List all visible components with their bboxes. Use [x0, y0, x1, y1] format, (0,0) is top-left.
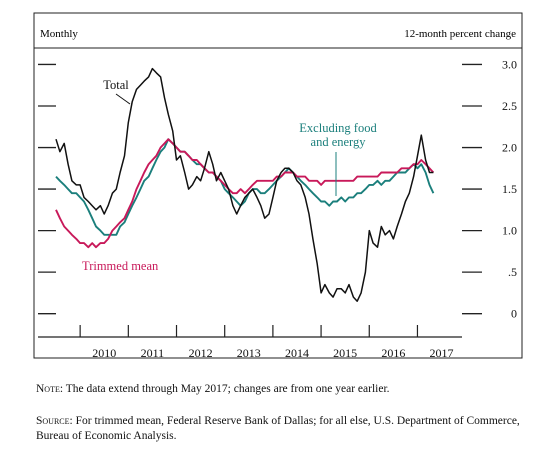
series-annotation: Excluding food	[299, 121, 377, 135]
series-annotation: Trimmed mean	[82, 259, 159, 273]
series-line	[55, 138, 435, 249]
x-tick-label: 2016	[381, 346, 405, 360]
series-annotation: and energy	[311, 135, 367, 149]
series-lines	[55, 67, 435, 302]
y-tick-label: 1.5	[502, 182, 517, 196]
y-tick-label: .5	[508, 265, 517, 279]
y-gridticks: 3.0 2.5 2.0 1.5 1.0 .5 0	[38, 57, 517, 321]
x-tick-label: 2010	[92, 346, 116, 360]
source-text: For trimmed mean, Federal Reserve Bank o…	[36, 415, 520, 442]
series-annotation: Total	[103, 78, 129, 92]
series-line	[55, 67, 434, 302]
x-tick-label: 2012	[189, 346, 213, 360]
header-right: 12-month percent change	[404, 28, 516, 40]
x-tick-label: 2017	[430, 346, 454, 360]
note-text: The data extend through May 2017; change…	[63, 383, 390, 395]
y-tick-label: 2.0	[502, 141, 517, 155]
note-paragraph: Note: The data extend through May 2017; …	[36, 382, 526, 397]
series-line	[55, 138, 435, 236]
y-tick-label: 0	[511, 307, 517, 321]
note-label: Note:	[36, 383, 64, 395]
x-tick-label: 2011	[141, 346, 165, 360]
annotation-pointer	[115, 93, 131, 105]
header-left: Monthly	[40, 28, 78, 40]
source-paragraph: Source: For trimmed mean, Federal Reserv…	[36, 414, 526, 444]
y-tick-label: 1.0	[502, 224, 517, 238]
x-tick-label: 2013	[237, 346, 261, 360]
x-axis: 2010 2011 2012 2013 2014 2015 2016 2017	[38, 325, 462, 360]
x-tick-label: 2014	[285, 346, 309, 360]
source-label: Source:	[36, 415, 73, 427]
y-tick-label: 2.5	[502, 99, 517, 113]
chart-frame	[33, 12, 523, 359]
x-tick-label: 2015	[333, 346, 357, 360]
y-tick-label: 3.0	[502, 57, 517, 71]
